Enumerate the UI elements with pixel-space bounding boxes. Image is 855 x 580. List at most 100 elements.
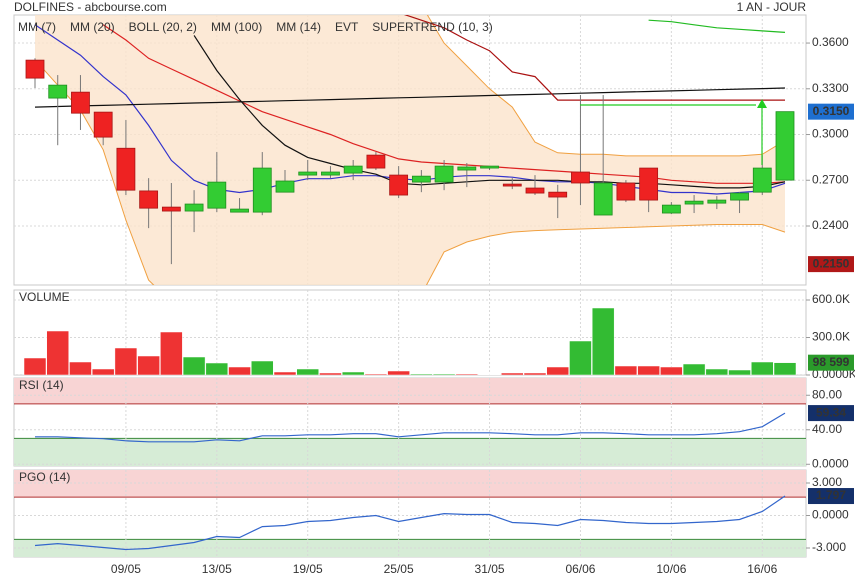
volume-bar — [455, 373, 479, 375]
candle-body — [116, 147, 136, 191]
y-tick-label: 80.00 — [812, 387, 842, 401]
y-tick-label: -3.000 — [812, 540, 846, 554]
candle-body — [366, 154, 386, 169]
x-tick-label: 10/06 — [656, 562, 686, 576]
candle-body — [93, 111, 113, 138]
y-tick-label: 3.000 — [812, 475, 842, 489]
y-tick-label: 0.3300 — [812, 81, 849, 95]
value-box — [808, 354, 854, 371]
indicator-line — [648, 19, 786, 33]
volume-bar — [205, 362, 229, 375]
volume-bar — [91, 368, 115, 375]
volume-bar — [364, 373, 388, 375]
volume-bar — [137, 355, 160, 375]
volume-bar — [432, 373, 456, 375]
band-lower — [34, 59, 786, 285]
volume-bar — [114, 347, 138, 375]
volume-bar — [319, 372, 342, 375]
volume-bar — [478, 374, 501, 375]
candle-body — [230, 208, 249, 213]
oversold-zone — [14, 438, 806, 466]
legend-entry: MM (7) — [18, 20, 56, 34]
x-tick-label: 31/05 — [475, 562, 505, 576]
value-box — [808, 488, 854, 505]
value-box-label: 1.797 — [816, 488, 846, 502]
x-tick-label: 09/05 — [111, 562, 141, 576]
signal-arrow-head — [757, 99, 767, 108]
candle-body — [434, 165, 454, 183]
legend-entry: EVT — [335, 20, 359, 34]
candle-body — [730, 192, 749, 201]
volume-bar — [501, 372, 524, 375]
volume-bar — [182, 356, 206, 375]
volume-bar — [637, 365, 660, 375]
candle-body — [71, 91, 90, 114]
value-box — [808, 103, 854, 120]
y-tick-label: 0.2400 — [812, 218, 849, 232]
candle-body — [571, 171, 590, 184]
value-box — [808, 256, 854, 273]
candle-body — [502, 183, 522, 187]
value-box — [808, 405, 854, 422]
y-tick-label: 40.00 — [812, 422, 842, 436]
candle-body — [684, 200, 704, 205]
candle-body — [525, 187, 545, 194]
volume-bar — [273, 371, 297, 375]
candle-body — [457, 166, 477, 171]
candle-body — [639, 167, 659, 201]
volume-bar — [387, 370, 410, 375]
volume-bar — [569, 340, 592, 375]
volume-bar — [660, 366, 683, 375]
value-box-label: 0.2150 — [813, 256, 850, 270]
volume-bar — [682, 363, 706, 375]
candle-body — [616, 182, 636, 201]
value-box-label: 0.3150 — [813, 104, 850, 118]
candle-body — [480, 165, 499, 169]
x-tick-label: 19/05 — [293, 562, 323, 576]
candle-body — [661, 204, 681, 214]
legend-entry: MM (14) — [276, 20, 321, 34]
y-tick-label: 0.0000 — [812, 456, 849, 470]
indicator-line — [35, 412, 786, 443]
candle-body — [298, 171, 318, 176]
band-upper — [426, 15, 786, 157]
candle-body — [252, 167, 272, 213]
candle-body — [343, 165, 363, 174]
candle-body — [707, 199, 727, 204]
volume-bar — [341, 371, 365, 375]
panel-title: RSI (14) — [19, 378, 64, 392]
volume-bar — [410, 373, 433, 375]
overbought-zone — [14, 470, 806, 498]
candle-body — [775, 111, 795, 181]
plot-area — [14, 15, 806, 285]
volume-bar — [591, 307, 615, 375]
candle-body — [389, 174, 409, 196]
y-tick-label: 0.3000 — [812, 127, 849, 141]
volume-bar — [773, 362, 797, 375]
legend-entry: SUPERTREND (10, 3) — [372, 20, 492, 34]
candle-body — [321, 171, 340, 176]
candle-body — [25, 59, 45, 79]
candle-body — [207, 181, 227, 209]
volume-bar — [751, 361, 774, 375]
page-title: DOLFINES - abcbourse.com — [14, 0, 167, 14]
candle-body — [411, 175, 431, 183]
volume-bar — [296, 368, 319, 375]
candle-body — [548, 191, 568, 198]
period-label: 1 AN - JOUR — [737, 0, 807, 14]
y-tick-label: 0.2700 — [812, 172, 849, 186]
candle-body — [161, 206, 181, 212]
volume-bar — [251, 360, 274, 375]
volume-bar — [160, 331, 183, 375]
candle-body — [139, 190, 159, 209]
panel-title: PGO (14) — [19, 470, 70, 484]
y-tick-label: 0.3600 — [812, 35, 849, 49]
legend-entry: MM (20) — [70, 20, 115, 34]
y-tick-label: 300.0K — [812, 330, 850, 344]
y-tick-label: 0.0000 — [812, 508, 849, 522]
indicator-line — [403, 15, 785, 101]
indicator-line — [193, 35, 786, 189]
volume-bar — [728, 369, 751, 375]
value-box-label: 98 599 — [813, 355, 850, 369]
